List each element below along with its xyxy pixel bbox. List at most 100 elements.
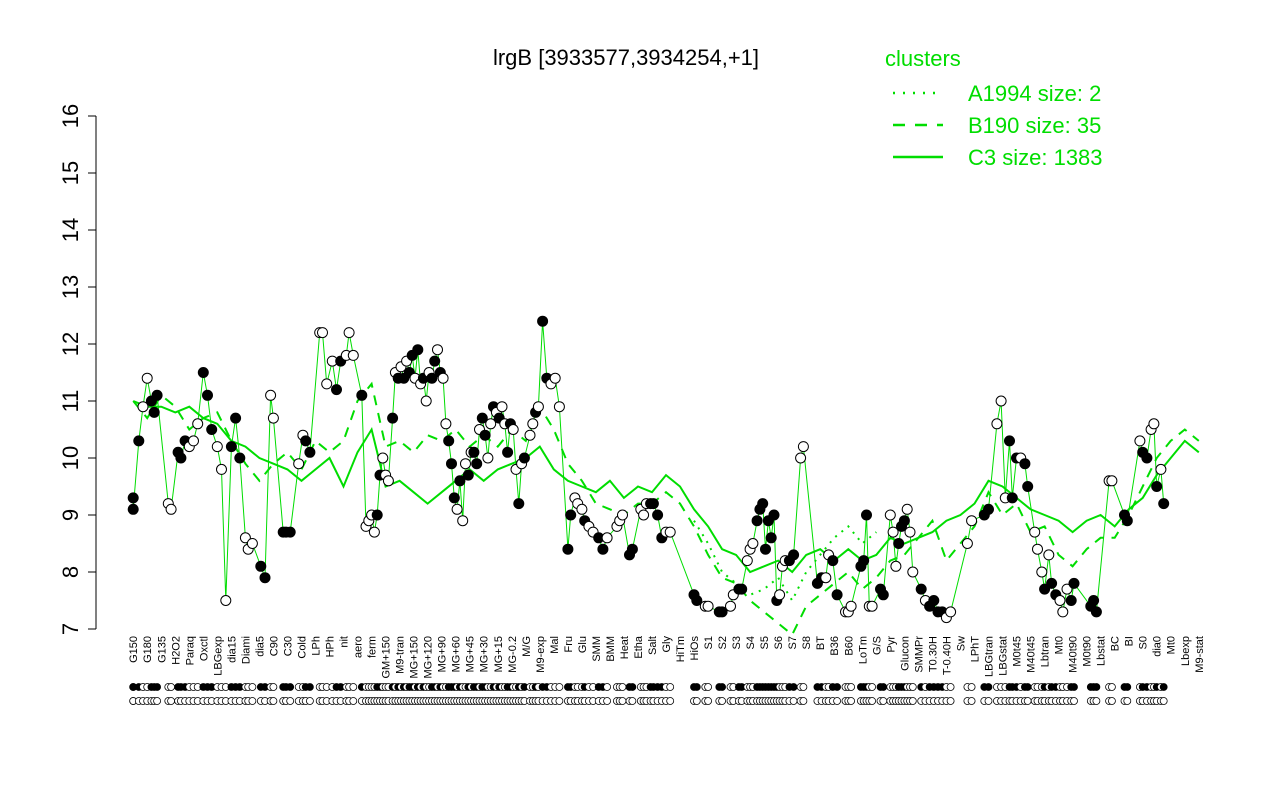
x-tick-label: LBGtran (984, 636, 996, 677)
rug-marker (946, 697, 955, 705)
rug-marker (349, 683, 358, 691)
x-tick-label: Cold (297, 636, 309, 659)
x-axis: G150 G180 G135 H2O2 Paraq Oxctl LBGexp dia15 Dia… (128, 635, 1206, 678)
data-point (845, 600, 857, 612)
rug-marker (868, 683, 876, 691)
data-point (995, 395, 1007, 407)
x-tick-label: HiTm (675, 636, 687, 662)
data-point (382, 475, 394, 487)
data-point (432, 344, 443, 356)
x-tick-label: S3 (731, 636, 743, 649)
data-point (1106, 475, 1118, 487)
data-point (884, 509, 896, 521)
x-tick-label: MG-0.2 (507, 636, 519, 673)
rug-marker (692, 683, 701, 691)
data-point (471, 458, 483, 470)
x-tick-label: Pyr (885, 636, 897, 653)
data-point (736, 583, 748, 595)
rug-marker (618, 683, 627, 691)
data-point (255, 560, 267, 572)
x-tick-label: Fru (563, 636, 575, 653)
x-tick-label: LPhT (970, 636, 982, 663)
data-point (928, 595, 940, 606)
x-tick-label: G/S (871, 636, 883, 655)
y-axis: 7 8 9 10 11 12 13 14 15 16 (58, 104, 97, 635)
data-point (220, 595, 232, 606)
x-tick-label: Glucon (899, 636, 911, 671)
legend-title: clusters (885, 46, 961, 71)
rug-marker (847, 697, 855, 705)
data-point (443, 435, 455, 447)
data-point (127, 492, 139, 504)
rug-marker (666, 683, 675, 691)
rug-marker (603, 697, 611, 705)
y-tick-label: 13 (58, 275, 83, 299)
data-point (206, 424, 218, 435)
rug-marker (879, 697, 888, 705)
legend-label-b190: B190 size: 35 (968, 113, 1101, 138)
data-point (141, 372, 153, 384)
data-point (426, 372, 438, 384)
y-tick-label: 12 (58, 332, 83, 356)
data-point (890, 560, 902, 572)
x-tick-label: S6 (773, 636, 785, 649)
rug-marker (618, 697, 627, 705)
y-tick-label: 16 (58, 104, 83, 128)
data-point (893, 538, 905, 549)
x-tick-label: MG+45 (465, 636, 477, 672)
data-point (638, 509, 650, 521)
data-point (553, 401, 565, 413)
rug-marker (248, 683, 257, 691)
data-point (1121, 515, 1133, 527)
data-point (532, 401, 544, 413)
x-tick-label: LPh (311, 636, 323, 656)
data-point (1088, 595, 1100, 606)
data-point (877, 589, 889, 601)
data-point (774, 589, 786, 601)
x-tick-label: B60 (843, 636, 855, 656)
data-point (127, 503, 139, 515)
data-point (747, 538, 759, 549)
data-point (1022, 481, 1034, 492)
x-tick-label: Lbstat (1096, 636, 1108, 666)
x-tick-label: MG+90 (437, 636, 449, 672)
x-tick-label: S5 (759, 636, 771, 649)
data-point (904, 526, 916, 538)
data-point (293, 458, 305, 470)
data-point (795, 452, 807, 464)
data-point (751, 515, 763, 527)
data-point (664, 526, 676, 538)
data-point (765, 532, 777, 544)
x-tick-label: Gly (661, 636, 673, 653)
x-tick-label: BI (1124, 636, 1136, 646)
data-point (1039, 583, 1051, 595)
data-point (468, 446, 480, 458)
data-point (485, 418, 497, 430)
data-point (716, 606, 728, 618)
x-tick-label: Mt0 (1054, 636, 1066, 654)
rug-marker (1023, 683, 1032, 691)
data-point (768, 509, 780, 521)
rug-marker (349, 697, 358, 705)
data-point (565, 509, 577, 521)
data-point (597, 543, 609, 555)
data-point (454, 475, 466, 487)
data-point (482, 452, 494, 464)
data-point (1148, 418, 1160, 430)
legend: clusters A1994 size: 2 B190 size: 35 C3 … (885, 46, 1103, 170)
x-tick-label: M40t45 (1026, 636, 1038, 673)
data-point (1158, 498, 1170, 510)
rug-marker (799, 697, 808, 705)
data-point (518, 452, 530, 464)
x-tick-label: HiOs (689, 636, 701, 661)
data-point (549, 372, 561, 384)
x-tick-label: MG+30 (479, 636, 491, 672)
data-point (562, 543, 574, 555)
data-point (192, 418, 204, 430)
x-tick-label: G135 (156, 636, 168, 663)
rug-marker (946, 683, 955, 691)
x-tick-label: B36 (829, 636, 841, 656)
x-tick-label: C30 (282, 636, 294, 656)
data-point (702, 600, 714, 612)
